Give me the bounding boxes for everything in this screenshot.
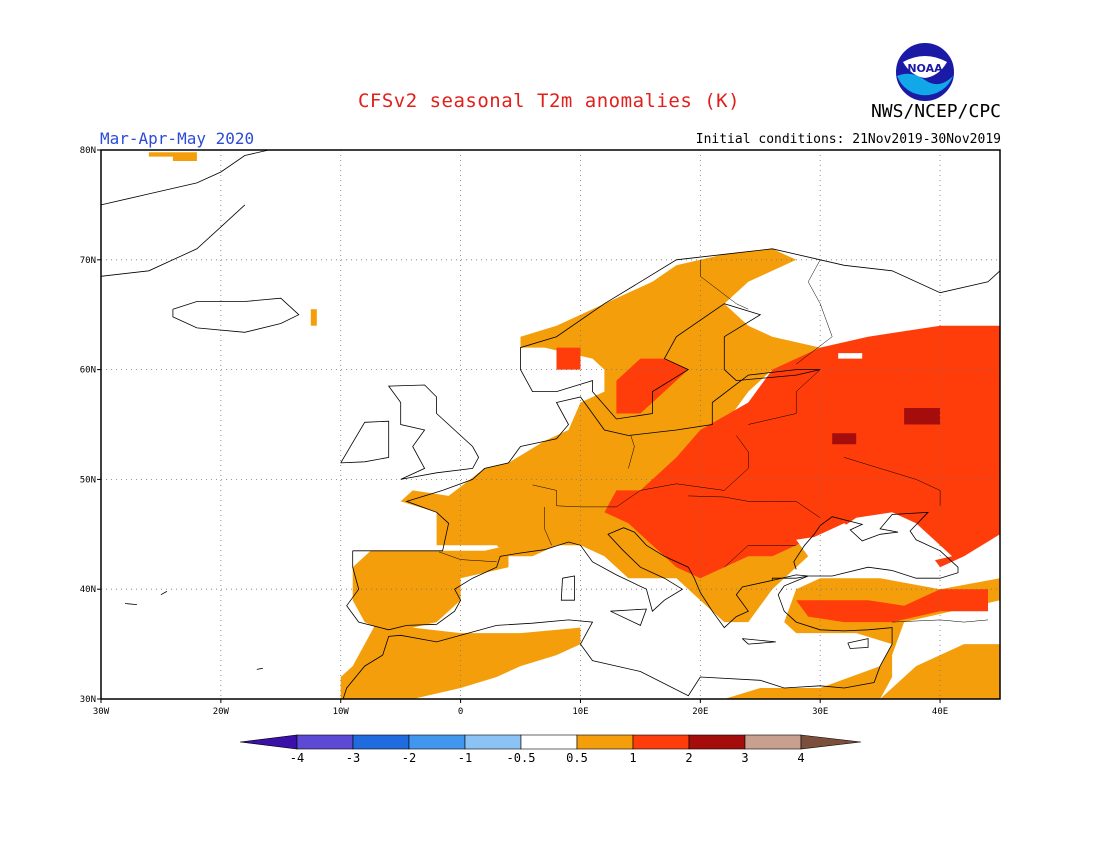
colorbar-segment <box>520 734 578 750</box>
border-segment <box>688 495 749 502</box>
colorbar-label: 2 <box>685 751 692 765</box>
lon-tick-label: 40E <box>932 707 948 717</box>
border-segment <box>796 259 833 365</box>
coastline-segment <box>387 384 480 480</box>
anomaly-patch-0.5-1 <box>148 152 197 161</box>
colorbar-arrow-high <box>800 734 862 750</box>
anomaly-patch-1-2 <box>616 358 689 414</box>
colorbar-segment <box>744 734 802 750</box>
anomaly-patch-2-3 <box>904 408 941 425</box>
anomaly-patch-0.5-1 <box>310 309 317 326</box>
lon-tick-label: 30W <box>93 707 110 717</box>
colorbar-segment <box>688 734 746 750</box>
lat-tick-label: 40N <box>80 585 96 595</box>
anomaly-patch-1-2 <box>556 347 581 370</box>
coastline-segment <box>610 608 647 626</box>
colorbar-label: -3 <box>346 751 360 765</box>
coastline-segment <box>256 667 263 670</box>
border-segment <box>844 457 941 506</box>
neutral-patch <box>838 353 863 359</box>
latitude-ticks: 30N 40N 50N 60N 70N 80N <box>80 146 101 705</box>
colorbar-label: 4 <box>797 751 804 765</box>
colorbar-segment <box>576 734 634 750</box>
colorbar-segment <box>464 734 522 750</box>
colorbar: -4 -3 -2 -1 -0.5 0.5 1 2 3 4 <box>239 734 862 765</box>
forecast-period: Mar-Apr-May 2020 <box>100 129 255 148</box>
colorbar-segment <box>408 734 466 750</box>
lat-tick-label: 50N <box>80 475 96 485</box>
border-segment <box>438 551 497 563</box>
noaa-logo-icon: NOAA <box>894 41 956 103</box>
colorbar-label: -0.5 <box>507 751 536 765</box>
border-segment <box>724 545 797 568</box>
anomaly-patch-2-3 <box>832 433 857 445</box>
lon-tick-label: 10E <box>572 707 588 717</box>
lon-tick-label: 20E <box>692 707 708 717</box>
lat-tick-label: 80N <box>80 146 96 156</box>
map-title: CFSv2 seasonal T2m anomalies (K) <box>357 90 741 112</box>
coastline-segment <box>342 527 893 700</box>
coastline-segment <box>847 638 869 649</box>
border-segment <box>544 506 552 546</box>
colorbar-label: -4 <box>290 751 304 765</box>
anomaly-patch-1-2 <box>604 325 1000 579</box>
coastline-segment <box>340 420 390 464</box>
border-segment <box>532 435 749 508</box>
anomaly-patch-0.5-1 <box>880 644 1000 699</box>
coastline-segment <box>742 638 776 645</box>
colorbar-label: 1 <box>629 751 636 765</box>
coastline-segment <box>772 511 959 581</box>
anomaly-fill-layer <box>148 152 1000 699</box>
border-segment <box>748 501 821 519</box>
lon-tick-label: 0 <box>458 707 463 717</box>
lon-tick-label: 10W <box>333 707 350 717</box>
longitude-ticks: 30W 20W 10W 0 10E 20E 30E 40E <box>93 699 948 717</box>
coastline-segment <box>100 204 246 277</box>
colorbar-label: -2 <box>402 751 416 765</box>
lon-tick-label: 20W <box>213 707 230 717</box>
colorbar-arrow-low <box>239 734 298 750</box>
border-segment <box>748 369 821 425</box>
coastline-segment <box>352 248 1001 552</box>
lon-tick-label: 30E <box>812 707 828 717</box>
coastlines <box>100 149 1001 700</box>
anomaly-patch-0.5-1 <box>352 545 509 634</box>
map-frame <box>100 149 1001 700</box>
coastline-segment <box>172 297 300 333</box>
border-segment <box>892 619 989 623</box>
anomaly-patch-1-2 <box>796 589 988 623</box>
colorbar-label: -1 <box>458 751 472 765</box>
agency-label: NWS/NCEP/CPC <box>870 101 1001 122</box>
colorbar-segment <box>632 734 690 750</box>
colorbar-label: 3 <box>741 751 748 765</box>
lat-tick-label: 30N <box>80 695 96 705</box>
colorbar-segment <box>296 734 354 750</box>
coastline-segment <box>100 149 269 206</box>
colorbar-label: 0.5 <box>566 751 588 765</box>
lat-tick-label: 70N <box>80 256 96 266</box>
coastline-segment <box>124 603 138 605</box>
coastline-segment <box>560 575 575 601</box>
border-segment <box>700 259 749 310</box>
lat-tick-label: 60N <box>80 366 96 376</box>
colorbar-segment <box>352 734 410 750</box>
svg-text:NOAA: NOAA <box>907 62 943 75</box>
coastline-segment <box>160 591 168 596</box>
border-segment <box>628 435 635 469</box>
initial-conditions: Initial conditions: 21Nov2019-30Nov2019 <box>695 132 1001 147</box>
